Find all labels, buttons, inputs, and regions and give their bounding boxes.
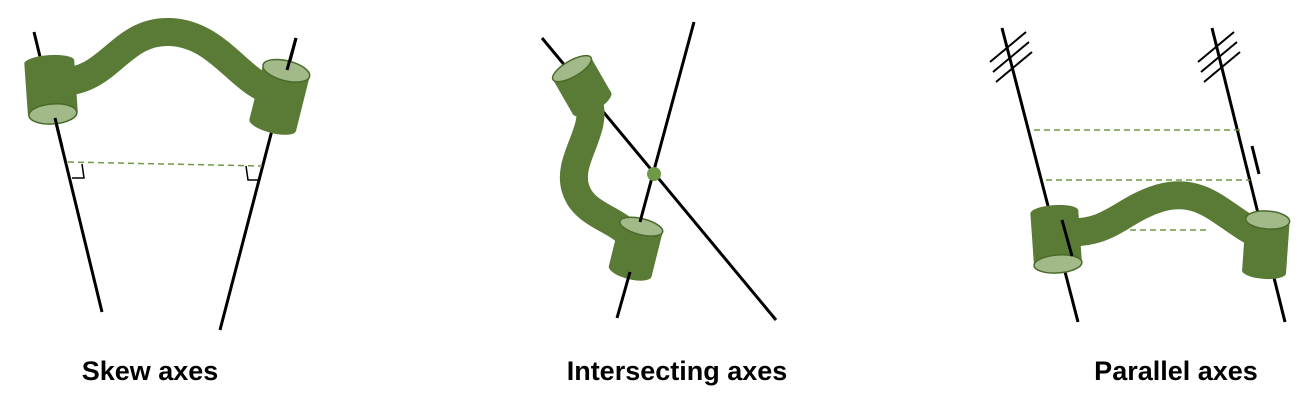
parallel-joint-right xyxy=(1242,210,1291,280)
parallel-hash-marks-left xyxy=(989,31,1033,83)
caption-skew-axes: Skew axes xyxy=(81,356,219,386)
skew-link xyxy=(46,18,290,106)
skew-common-perpendicular xyxy=(67,161,263,167)
parallel-axis-left-overlay xyxy=(1060,219,1074,257)
intersecting-axis-steep-lower xyxy=(615,271,632,319)
intersecting-axis-steep-upper xyxy=(638,21,696,223)
skew-joint-right xyxy=(249,58,311,135)
parallel-joint-left xyxy=(1030,204,1083,274)
intersection-point xyxy=(647,167,661,181)
skew-axes-figure xyxy=(24,18,311,331)
parallel-distance-tick xyxy=(1250,145,1261,175)
parallel-link xyxy=(1048,181,1276,250)
skew-right-angle-left xyxy=(72,163,85,179)
parallel-axis-left xyxy=(1000,27,1080,323)
skew-joint-left xyxy=(24,54,78,125)
caption-intersecting-axes: Intersecting axes xyxy=(566,356,788,386)
skew-axis-right-overlay xyxy=(285,37,298,71)
parallel-axes-figure xyxy=(989,27,1291,323)
skew-axis-left-overlay xyxy=(53,117,64,148)
skew-right-angle-right xyxy=(245,165,259,181)
intersecting-joint-bottom xyxy=(608,216,664,281)
caption-parallel-axes: Parallel axes xyxy=(1094,356,1258,386)
intersecting-joint-top xyxy=(551,54,612,117)
parallel-hash-marks-right xyxy=(1197,31,1241,83)
intersecting-axes-figure xyxy=(540,21,778,321)
